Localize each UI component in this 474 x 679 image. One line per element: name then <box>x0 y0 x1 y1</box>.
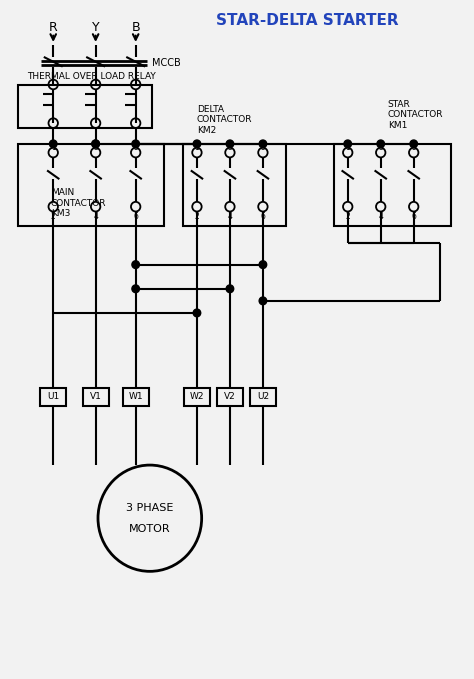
Bar <box>123 388 149 406</box>
Circle shape <box>49 140 57 148</box>
Circle shape <box>92 140 100 148</box>
Circle shape <box>132 140 139 148</box>
Circle shape <box>259 140 267 148</box>
Text: W1: W1 <box>128 392 143 401</box>
Text: 5: 5 <box>261 143 265 152</box>
Text: 6: 6 <box>411 212 416 221</box>
Text: V1: V1 <box>90 392 101 401</box>
Circle shape <box>226 285 234 293</box>
Text: B: B <box>131 22 140 35</box>
Circle shape <box>132 261 139 268</box>
Text: 1: 1 <box>346 143 350 152</box>
Text: 6: 6 <box>261 212 265 221</box>
Text: 2: 2 <box>346 212 350 221</box>
Text: 3: 3 <box>93 143 98 152</box>
Circle shape <box>344 140 352 148</box>
Bar <box>18 144 164 226</box>
Text: 3 PHASE: 3 PHASE <box>126 502 173 513</box>
Text: Y: Y <box>92 22 100 35</box>
Text: 4: 4 <box>228 212 232 221</box>
Text: DELTA
CONTACTOR
KM2: DELTA CONTACTOR KM2 <box>197 105 253 134</box>
Text: R: R <box>49 22 58 35</box>
Text: 3: 3 <box>378 143 383 152</box>
Bar <box>250 388 276 406</box>
Text: MOTOR: MOTOR <box>129 524 171 534</box>
Text: V2: V2 <box>224 392 236 401</box>
Circle shape <box>92 140 100 148</box>
Bar <box>334 144 451 226</box>
Circle shape <box>193 309 201 317</box>
Bar <box>184 388 210 406</box>
Bar <box>217 388 243 406</box>
Text: MCCB: MCCB <box>152 58 181 68</box>
Text: U1: U1 <box>47 392 59 401</box>
Text: 1: 1 <box>194 143 200 152</box>
Text: STAR-DELTA STARTER: STAR-DELTA STARTER <box>216 13 399 29</box>
Circle shape <box>410 140 418 148</box>
Text: 4: 4 <box>378 212 383 221</box>
Text: W2: W2 <box>190 392 204 401</box>
Bar <box>40 388 66 406</box>
Bar <box>82 388 109 406</box>
Bar <box>183 144 286 226</box>
Circle shape <box>226 140 234 148</box>
Circle shape <box>193 140 201 148</box>
Text: U2: U2 <box>257 392 269 401</box>
Text: 2: 2 <box>51 212 55 221</box>
Text: 3: 3 <box>228 143 232 152</box>
Circle shape <box>259 261 267 268</box>
Circle shape <box>259 297 267 305</box>
Text: STAR
CONTACTOR
KM1: STAR CONTACTOR KM1 <box>388 100 443 130</box>
Circle shape <box>132 285 139 293</box>
Circle shape <box>377 140 384 148</box>
Text: THERMAL OVER LOAD RELAY: THERMAL OVER LOAD RELAY <box>27 72 156 81</box>
Text: 6: 6 <box>133 212 138 221</box>
Text: 5: 5 <box>133 143 138 152</box>
Text: 1: 1 <box>51 143 55 152</box>
Text: 5: 5 <box>411 143 416 152</box>
Text: 4: 4 <box>93 212 98 221</box>
Text: 2: 2 <box>194 212 200 221</box>
Bar <box>18 86 152 128</box>
Text: MAIN
CONTACTOR
KM3: MAIN CONTACTOR KM3 <box>51 188 106 218</box>
